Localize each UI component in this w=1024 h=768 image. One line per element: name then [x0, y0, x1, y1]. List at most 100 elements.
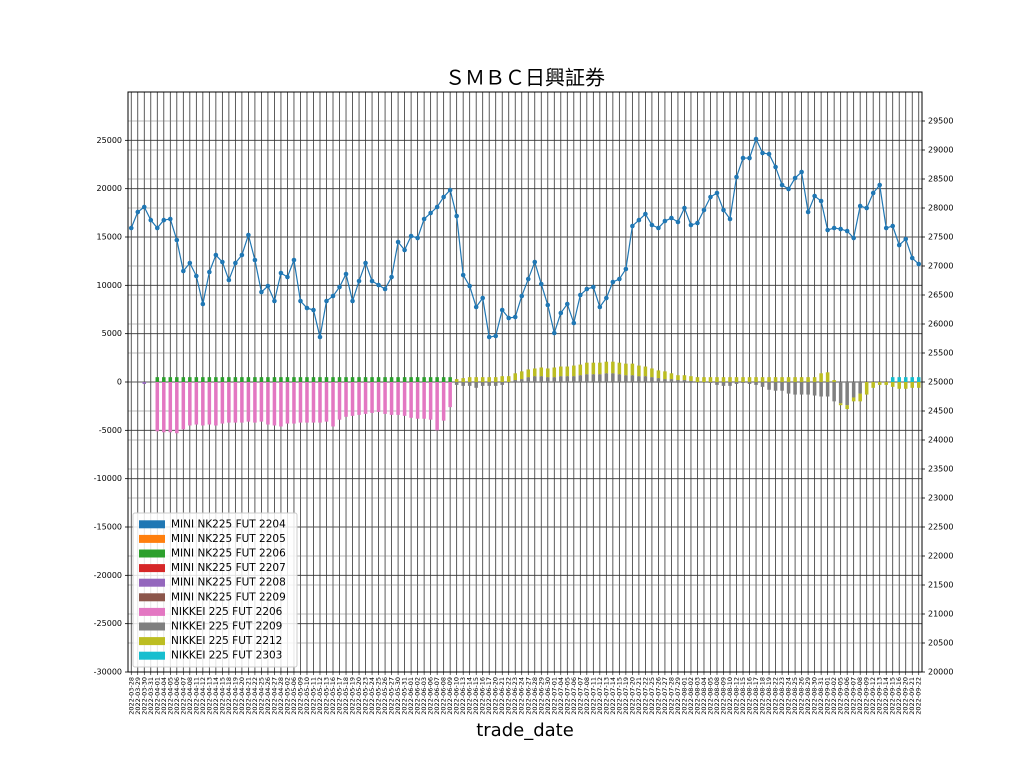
- bar: [188, 382, 192, 426]
- bar: [402, 382, 407, 416]
- line-marker: [356, 278, 362, 284]
- line-marker: [558, 310, 564, 316]
- bar: [220, 382, 225, 424]
- x-tick-label: 2022-08-04: [700, 677, 708, 715]
- bar: [513, 380, 517, 382]
- x-tick-label: 2022-05-24: [368, 677, 376, 715]
- x-tick-label: 2022-08-16: [746, 677, 754, 715]
- bar: [519, 379, 524, 382]
- line-marker: [617, 276, 622, 282]
- line-marker: [285, 274, 290, 280]
- bar: [240, 377, 244, 382]
- bar: [454, 379, 459, 382]
- x-tick-label: 2022-04-14: [212, 677, 220, 715]
- x-tick-label: 2022-09-01: [824, 677, 832, 715]
- x-tick-label: 2022-08-05: [706, 677, 714, 715]
- bar: [526, 369, 531, 378]
- x-tick-label: 2022-05-25: [375, 677, 383, 715]
- bar: [344, 382, 348, 417]
- line-marker: [662, 218, 668, 224]
- x-tick-label: 2022-06-27: [524, 677, 532, 715]
- line-marker: [688, 222, 694, 228]
- bar: [246, 377, 251, 382]
- bar: [428, 377, 433, 382]
- y-tick-label: 20000: [97, 184, 122, 193]
- bar: [402, 377, 407, 382]
- bar: [214, 382, 218, 426]
- bar: [363, 382, 368, 414]
- x-tick-label: 2022-06-01: [407, 677, 415, 715]
- bar: [819, 382, 823, 397]
- bar: [565, 376, 570, 382]
- x-tick-label: 2022-08-29: [804, 677, 812, 715]
- line-marker: [877, 182, 882, 188]
- line-marker: [591, 284, 596, 290]
- bar: [630, 375, 635, 382]
- bar: [643, 366, 648, 377]
- line-marker: [291, 257, 297, 263]
- bar: [838, 403, 843, 406]
- x-tick-label: 2022-05-31: [401, 677, 409, 715]
- bar: [741, 377, 745, 382]
- y2-tick-label: 27000: [928, 262, 953, 271]
- line-marker: [246, 232, 251, 238]
- line-marker: [532, 259, 538, 265]
- bar: [799, 382, 804, 395]
- bar: [474, 382, 478, 388]
- x-tick-label: 2022-06-21: [498, 677, 506, 715]
- line-marker: [154, 225, 160, 231]
- bar: [233, 382, 238, 423]
- x-tick-label: 2022-09-09: [863, 677, 871, 715]
- bar: [780, 382, 784, 391]
- bar: [604, 373, 609, 382]
- bar: [682, 375, 687, 381]
- line-marker: [519, 293, 525, 299]
- bar: [780, 377, 784, 382]
- x-tick-label: 2022-04-11: [192, 677, 200, 715]
- x-tick-label: 2022-08-15: [739, 677, 747, 715]
- bar: [806, 382, 810, 395]
- bar: [259, 377, 264, 382]
- x-tick-label: 2022-06-22: [505, 677, 513, 715]
- x-tick-label: 2022-05-19: [349, 677, 357, 715]
- legend-swatch: [139, 549, 165, 558]
- bar: [474, 377, 478, 382]
- bar: [500, 382, 504, 385]
- x-tick-label: 2022-04-06: [173, 677, 181, 715]
- bar: [559, 376, 563, 382]
- x-tick-label: 2022-07-21: [635, 677, 643, 715]
- line-marker: [226, 277, 232, 283]
- line-marker: [831, 225, 837, 231]
- y2-tick-label: 29000: [928, 146, 953, 155]
- x-tick-label: 2022-04-21: [244, 677, 252, 715]
- x-tick-label: 2022-09-13: [876, 677, 884, 715]
- line-marker: [649, 222, 655, 228]
- x-tick-label: 2022-07-13: [602, 677, 610, 715]
- bar: [207, 382, 212, 425]
- x-tick-label: 2022-07-06: [570, 677, 578, 715]
- line-marker: [220, 259, 225, 265]
- legend-swatch: [139, 578, 165, 587]
- bar: [630, 363, 635, 376]
- x-tick-label: 2022-04-08: [186, 677, 194, 715]
- line-marker: [734, 174, 739, 180]
- x-tick-label: 2022-07-25: [648, 677, 656, 715]
- bar: [240, 382, 244, 423]
- x-tick-label: 2022-04-13: [205, 677, 213, 715]
- x-tick-label: 2022-04-22: [251, 677, 259, 715]
- bar: [598, 374, 602, 382]
- bar: [461, 378, 465, 382]
- x-tick-label: 2022-06-28: [531, 677, 539, 715]
- x-tick-label: 2022-04-12: [199, 677, 207, 715]
- line-marker: [486, 334, 492, 340]
- x-tick-label: 2022-08-01: [680, 677, 688, 715]
- line-marker: [753, 136, 759, 142]
- line-marker: [773, 164, 778, 170]
- bar: [897, 377, 901, 382]
- y2-tick-label: 29500: [928, 117, 953, 126]
- x-tick-label: 2022-08-10: [726, 677, 734, 715]
- y-tick-label: -15000: [94, 523, 122, 532]
- bar: [181, 377, 186, 382]
- line-marker: [870, 190, 876, 196]
- bar: [292, 377, 296, 382]
